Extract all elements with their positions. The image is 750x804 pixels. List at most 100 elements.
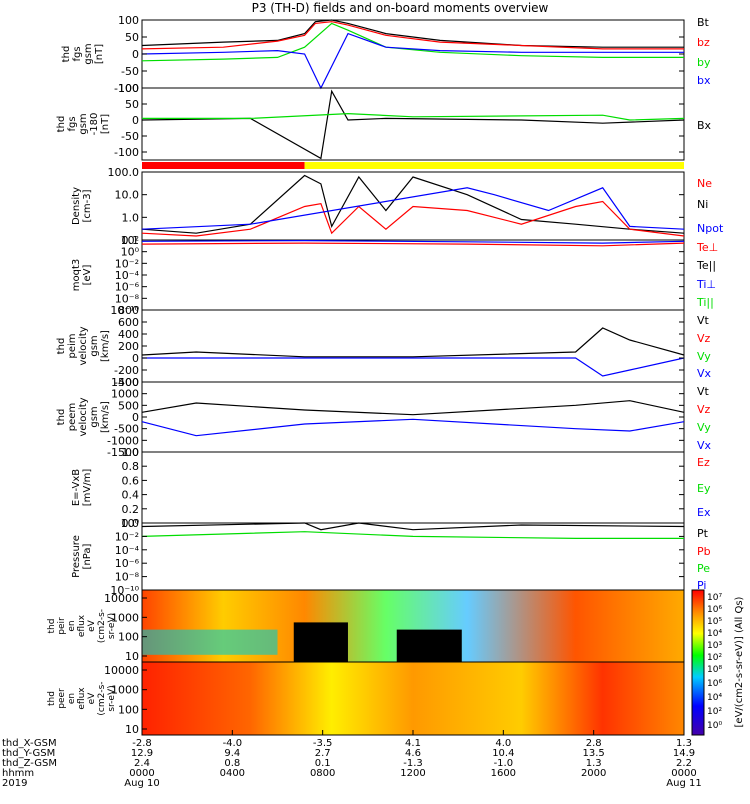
y-axis-label: thd xyxy=(56,116,67,133)
y-axis-label: eV xyxy=(87,692,97,705)
y-tick-label: -100 xyxy=(114,82,139,95)
colorbar-tick: 10⁴ xyxy=(707,693,722,703)
x-row-value: 2.7 xyxy=(315,748,331,759)
y-axis-label: velocity xyxy=(78,397,89,436)
y-tick-label: 50 xyxy=(125,31,139,44)
series-line xyxy=(141,187,685,230)
x-row-value: -4.0 xyxy=(223,738,243,749)
y-tick-label: 0 xyxy=(132,114,139,127)
spectrogram-peir: 10000 1000 100 10 thd peir en eflux eV (cm2-s-sr-… xyxy=(47,589,685,663)
y-tick-label: 10⁻⁸ xyxy=(115,571,140,584)
legend-entry: Ne xyxy=(697,177,712,190)
y-axis-label: thd xyxy=(47,619,57,634)
panel-frame xyxy=(141,451,685,524)
x-row-value: 9.4 xyxy=(224,748,240,759)
colorbar-tick: 10⁵ xyxy=(707,617,722,627)
x-row-value: 2.4 xyxy=(134,758,150,769)
y-tick-label: -50 xyxy=(121,130,139,143)
y-axis-label: peer xyxy=(57,688,67,709)
series-line xyxy=(141,89,685,160)
x-row-value: 1200 xyxy=(400,768,425,779)
y-tick-label: 0.1 xyxy=(122,234,140,247)
colorbar-tick: 10⁶ xyxy=(707,605,722,615)
panel-fgs: 100 50 0 -50 -100 thd fgs gsm [nT] Bt bz by bx xyxy=(61,14,711,95)
x-axis-info: thd_X-GSM -2.8 -4.0 -3.5 4.1 4.0 2.8 1.3 thd_Y-G… xyxy=(2,730,702,789)
y-tick-label: 400 xyxy=(118,328,139,341)
y-tick-label: 500 xyxy=(118,399,139,412)
colorbar-tick: 10³ xyxy=(707,641,722,651)
x-row-label: thd_Y-GSM xyxy=(2,748,55,759)
y-tick-label: 1.0 xyxy=(122,446,140,459)
x-row-label: hhmm xyxy=(2,768,34,779)
colorbar-tick: 10⁶ xyxy=(707,679,722,689)
x-row-value: 13.5 xyxy=(583,748,605,759)
legend-entry: Vz xyxy=(697,403,711,416)
legend-entry: Vx xyxy=(697,439,712,452)
series-line xyxy=(141,19,684,48)
colorbar-tick: 10⁷ xyxy=(707,593,722,603)
y-axis-label: [nT] xyxy=(100,114,111,134)
y-tick-label: 0.6 xyxy=(122,474,140,487)
series-line xyxy=(141,531,684,540)
series-line xyxy=(141,418,685,437)
x-row-value: Aug 11 xyxy=(666,778,701,789)
spectrogram-gap xyxy=(293,622,348,662)
x-row-value: Aug 10 xyxy=(124,778,159,789)
legend-entry: Ti⊥ xyxy=(696,278,716,291)
colorbar-tick: 10⁸ xyxy=(707,665,722,675)
series-line xyxy=(141,32,684,90)
y-tick-label: 10 xyxy=(125,650,139,663)
y-tick-label: 0.4 xyxy=(122,489,140,502)
panel-frame xyxy=(141,381,685,453)
legend-entry: Vz xyxy=(697,332,711,345)
x-row-value: 12.9 xyxy=(131,748,153,759)
panel-frame xyxy=(141,19,685,89)
y-tick-label: 10.0 xyxy=(115,189,140,202)
y-axis-label: peem xyxy=(67,403,78,431)
y-tick-label: 100 xyxy=(118,82,139,95)
series-line xyxy=(142,357,685,377)
y-tick-label: 0 xyxy=(132,411,139,424)
y-axis-label: fgs xyxy=(67,116,78,131)
colorbar-tick: 10⁰ xyxy=(707,721,722,731)
y-tick-label: -100 xyxy=(114,146,139,159)
legend-entry: Vt xyxy=(697,314,710,327)
y-axis-label: gsm xyxy=(78,113,89,134)
y-axis-label: en xyxy=(67,693,77,704)
y-axis-label: gsm xyxy=(89,335,100,356)
y-tick-label: 1500 xyxy=(111,376,139,389)
legend-entry: Te|| xyxy=(696,259,716,272)
y-tick-label: -200 xyxy=(114,364,139,377)
mode-bar xyxy=(142,162,684,169)
spectrogram-band xyxy=(142,629,278,655)
y-axis-label: -180 xyxy=(89,113,100,136)
y-axis-label: [nPa] xyxy=(82,543,93,569)
y-axis-label: peim xyxy=(67,333,78,358)
x-row-value: 0000 xyxy=(671,768,696,779)
legend-entry: Ey xyxy=(697,482,711,495)
y-tick-label: -1500 xyxy=(107,446,139,459)
y-tick-label: 10 xyxy=(125,723,139,736)
legend-entry: bx xyxy=(697,74,711,87)
y-tick-label: 1000 xyxy=(111,684,139,697)
x-row-value: 2000 xyxy=(581,768,606,779)
x-row-value: 14.9 xyxy=(673,748,695,759)
y-axis-label: [mV/m] xyxy=(82,469,93,507)
y-tick-label: 100.0 xyxy=(108,166,140,179)
x-row-value: 1.3 xyxy=(676,738,692,749)
y-tick-label: 100 xyxy=(118,631,139,644)
panel-fgs_dsl: 100 50 0 -50 -100 thd fgs gsm -180 [nT] Bx xyxy=(56,82,712,161)
series-line xyxy=(141,21,684,50)
y-tick-label: 100 xyxy=(118,703,139,716)
y-tick-label: 10000 xyxy=(104,592,139,605)
legend-entry: Ti|| xyxy=(696,296,714,309)
y-tick-label: -500 xyxy=(114,423,139,436)
series-line xyxy=(141,522,685,531)
legend-entry: Vy xyxy=(697,350,711,363)
y-tick-label: 0.0 xyxy=(122,517,140,530)
legend-entry: Te⊥ xyxy=(696,241,718,254)
